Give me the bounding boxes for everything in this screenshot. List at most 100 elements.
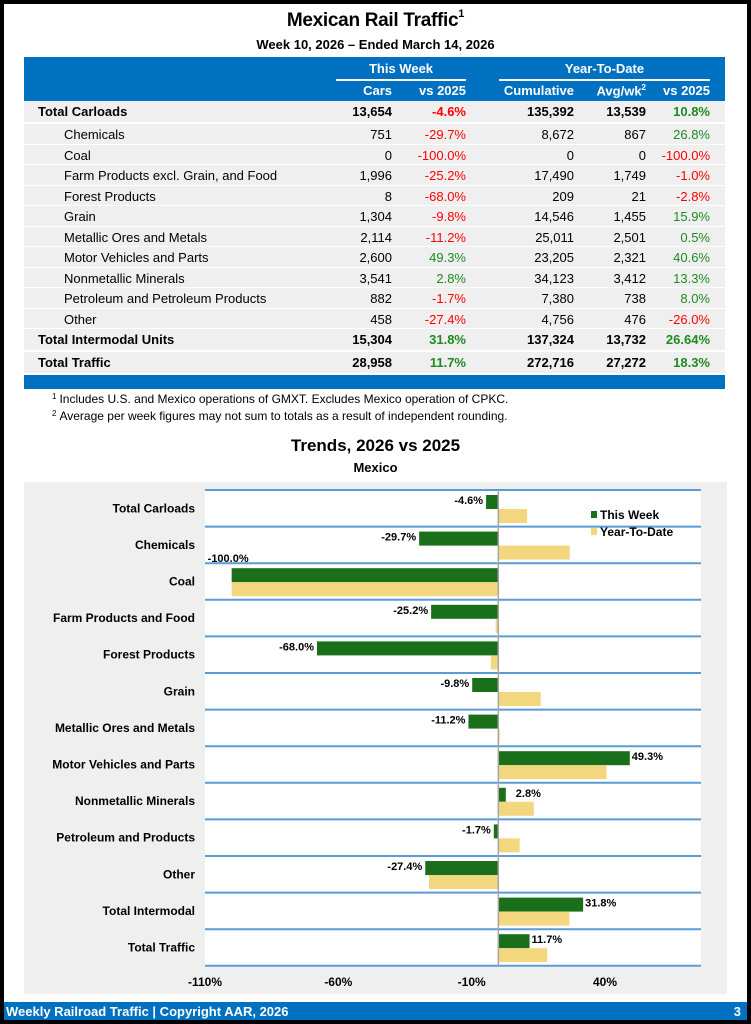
cell-avg: 13,539 — [606, 104, 646, 119]
category-label: Motor Vehicles and Parts — [52, 758, 195, 772]
bar-ytd — [498, 509, 528, 523]
cell-vs-week: 49.3% — [429, 250, 466, 265]
cell-vs-week: -68.0% — [424, 188, 466, 204]
cell-vs-ytd: -100.0% — [661, 147, 710, 163]
bar-this-week — [425, 861, 499, 875]
cell-cars: 1,996 — [359, 168, 392, 183]
row-label: Farm Products excl. Grain, and Food — [64, 168, 278, 183]
footer-copyright: Weekly Railroad Traffic | Copyright AAR,… — [6, 1004, 289, 1019]
group-header-ytd: Year-To-Date — [564, 61, 645, 76]
cell-cars: 15,304 — [352, 332, 392, 347]
bar-ytd — [498, 765, 607, 780]
cell-avg: 0 — [638, 147, 646, 163]
bar-this-week — [419, 531, 499, 546]
category-label: Nonmetallic Minerals — [75, 794, 195, 808]
page-footer: Weekly Railroad Traffic | Copyright AAR,… — [4, 1002, 747, 1020]
cell-vs-week: -27.4% — [424, 311, 466, 327]
cell-vs-week: -1.7% — [432, 291, 466, 306]
data-label: -68.0% — [279, 641, 314, 653]
cell-cars: 13,654 — [352, 104, 392, 119]
bar-this-week — [498, 934, 530, 949]
table-row: Forest Products 8 -68.0% 209 21 -2.8% — [24, 185, 725, 206]
row-label: Total Traffic — [38, 355, 111, 370]
bar-ytd — [498, 948, 548, 963]
bar-this-week — [498, 897, 584, 912]
trends-bar-chart: Total Carloads -4.6% Chemicals -29.7% Coal -1… — [52, 489, 701, 989]
table-row: Total Traffic 28,958 11.7% 272,716 27,272 18.… — [24, 352, 725, 375]
table-row: Metallic Ores and Metals 2,114 -11.2% 25,01… — [24, 226, 725, 247]
data-label: -1.7% — [462, 824, 491, 836]
col-header-vs-week: vs 2025 — [419, 83, 466, 98]
bar-this-week — [498, 787, 506, 802]
table-row: Chemicals 751 -29.7% 8,672 867 26.8% — [24, 124, 725, 145]
data-label: 49.3% — [632, 751, 663, 763]
x-tick-label: -10% — [458, 975, 486, 989]
bar-this-week — [486, 495, 499, 509]
bar-this-week — [472, 678, 499, 692]
bar-this-week — [431, 604, 499, 619]
row-label: Total Intermodal Units — [38, 332, 175, 347]
bar-ytd — [498, 838, 520, 853]
bar-ytd — [231, 582, 499, 597]
cell-cumulative: 25,011 — [535, 229, 574, 245]
cell-cumulative: 17,490 — [534, 168, 574, 183]
data-label: -4.6% — [454, 495, 483, 507]
data-label: -29.7% — [381, 532, 416, 544]
data-label: 31.8% — [585, 898, 616, 910]
category-label: Total Traffic — [128, 941, 195, 955]
x-tick-label: -60% — [324, 975, 352, 989]
footnote-1: 1 Includes U.S. and Mexico operations of … — [52, 392, 509, 406]
cell-cumulative: 14,546 — [534, 209, 574, 224]
cell-cumulative: 272,716 — [527, 355, 574, 370]
group-header-this-week: This Week — [368, 61, 434, 76]
category-label: Coal — [169, 575, 195, 589]
col-header-cumulative: Cumulative — [503, 83, 574, 98]
cell-cumulative: 137,324 — [527, 332, 574, 347]
cell-cumulative: 23,205 — [534, 250, 574, 265]
cell-cumulative: 0 — [566, 147, 574, 163]
cell-vs-week: -29.7% — [424, 127, 466, 142]
bar-ytd — [490, 655, 499, 670]
category-label: Chemicals — [135, 538, 195, 552]
data-label: -100.0% — [208, 553, 249, 565]
bar-this-week — [231, 568, 499, 583]
row-label: Petroleum and Petroleum Products — [64, 291, 267, 306]
row-label: Grain — [64, 209, 96, 224]
cell-avg: 476 — [624, 311, 646, 327]
col-header-vs-ytd: vs 2025 — [663, 83, 710, 98]
cell-vs-ytd: 26.8% — [673, 127, 710, 142]
cell-vs-week: 2.8% — [436, 270, 466, 286]
bar-this-week — [468, 714, 499, 729]
category-label: Total Intermodal — [103, 904, 195, 918]
bar-ytd — [498, 545, 570, 560]
cell-cumulative: 7,380 — [541, 291, 574, 306]
cell-vs-ytd: 40.6% — [673, 250, 710, 265]
category-label: Forest Products — [103, 648, 195, 662]
cell-vs-ytd: 15.9% — [673, 209, 710, 224]
bar-ytd — [495, 618, 499, 633]
table-header: This Week Year-To-Date Cars vs 2025 Cumu… — [24, 57, 725, 101]
footnote-2: 2 Average per week figures may not sum to… — [52, 409, 508, 423]
bar-this-week — [498, 751, 630, 766]
x-tick-label: -110% — [188, 975, 222, 989]
cell-vs-ytd: 0.5% — [680, 229, 710, 245]
cell-cars: 1,304 — [359, 209, 392, 224]
cell-cars: 458 — [370, 311, 392, 327]
cell-cumulative: 34,123 — [534, 270, 574, 286]
row-label: Nonmetallic Minerals — [64, 270, 185, 286]
row-label: Motor Vehicles and Parts — [64, 250, 209, 265]
table-row: Coal 0 -100.0% 0 0 -100.0% — [24, 144, 725, 165]
cell-avg: 867 — [624, 127, 646, 142]
category-label: Metallic Ores and Metals — [55, 721, 195, 735]
legend-swatch-ytd — [591, 528, 597, 535]
cell-cumulative: 8,672 — [541, 127, 574, 142]
cell-cumulative: 135,392 — [527, 104, 574, 119]
cell-cars: 3,541 — [359, 270, 392, 286]
data-label: -25.2% — [393, 605, 428, 617]
plot-area — [205, 490, 701, 966]
cell-vs-week: -4.6% — [432, 104, 466, 119]
category-label: Farm Products and Food — [53, 611, 195, 625]
cell-vs-week: -9.8% — [432, 209, 466, 224]
cell-cars: 0 — [384, 147, 392, 163]
cell-avg: 2,321 — [613, 250, 646, 265]
